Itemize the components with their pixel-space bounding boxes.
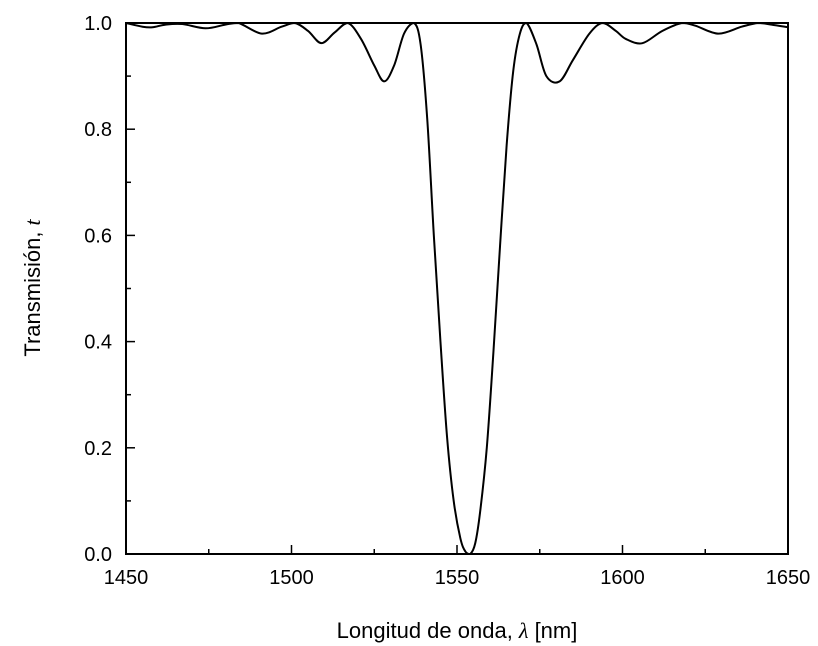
y-tick-label: 1.0: [84, 13, 112, 35]
y-tick-label: 0.2: [84, 438, 112, 460]
y-tick-label: 0.0: [84, 544, 112, 566]
y-axis-title-prefix: Transmisión,: [20, 225, 45, 356]
x-tick-label: 1650: [766, 567, 811, 589]
x-axis-title-suffix: [nm]: [528, 618, 577, 643]
x-axis-title-symbol: λ: [518, 618, 529, 643]
y-tick-label: 0.8: [84, 119, 112, 141]
y-tick-label: 0.4: [84, 332, 112, 354]
transmission-series-line: [125, 21, 789, 556]
x-tick-labels: 1450 1500 1550 1600 1650: [104, 567, 811, 589]
x-axis-title: Longitud de onda, λ [nm]: [337, 618, 578, 643]
y-axis-title: Transmisión, t: [20, 218, 45, 356]
y-tick-labels: 0.0 0.2 0.4 0.6 0.8 1.0: [84, 13, 112, 566]
x-tick-label: 1500: [269, 567, 314, 589]
y-axis-title-symbol: t: [20, 218, 45, 225]
y-tick-label: 0.6: [84, 225, 112, 247]
x-tick-label: 1550: [435, 567, 480, 589]
ticks-layer: [125, 22, 789, 555]
x-tick-label: 1600: [600, 567, 645, 589]
x-axis-title-prefix: Longitud de onda,: [337, 618, 519, 643]
plot-area-frame: [125, 22, 789, 555]
x-tick-label: 1450: [104, 567, 149, 589]
